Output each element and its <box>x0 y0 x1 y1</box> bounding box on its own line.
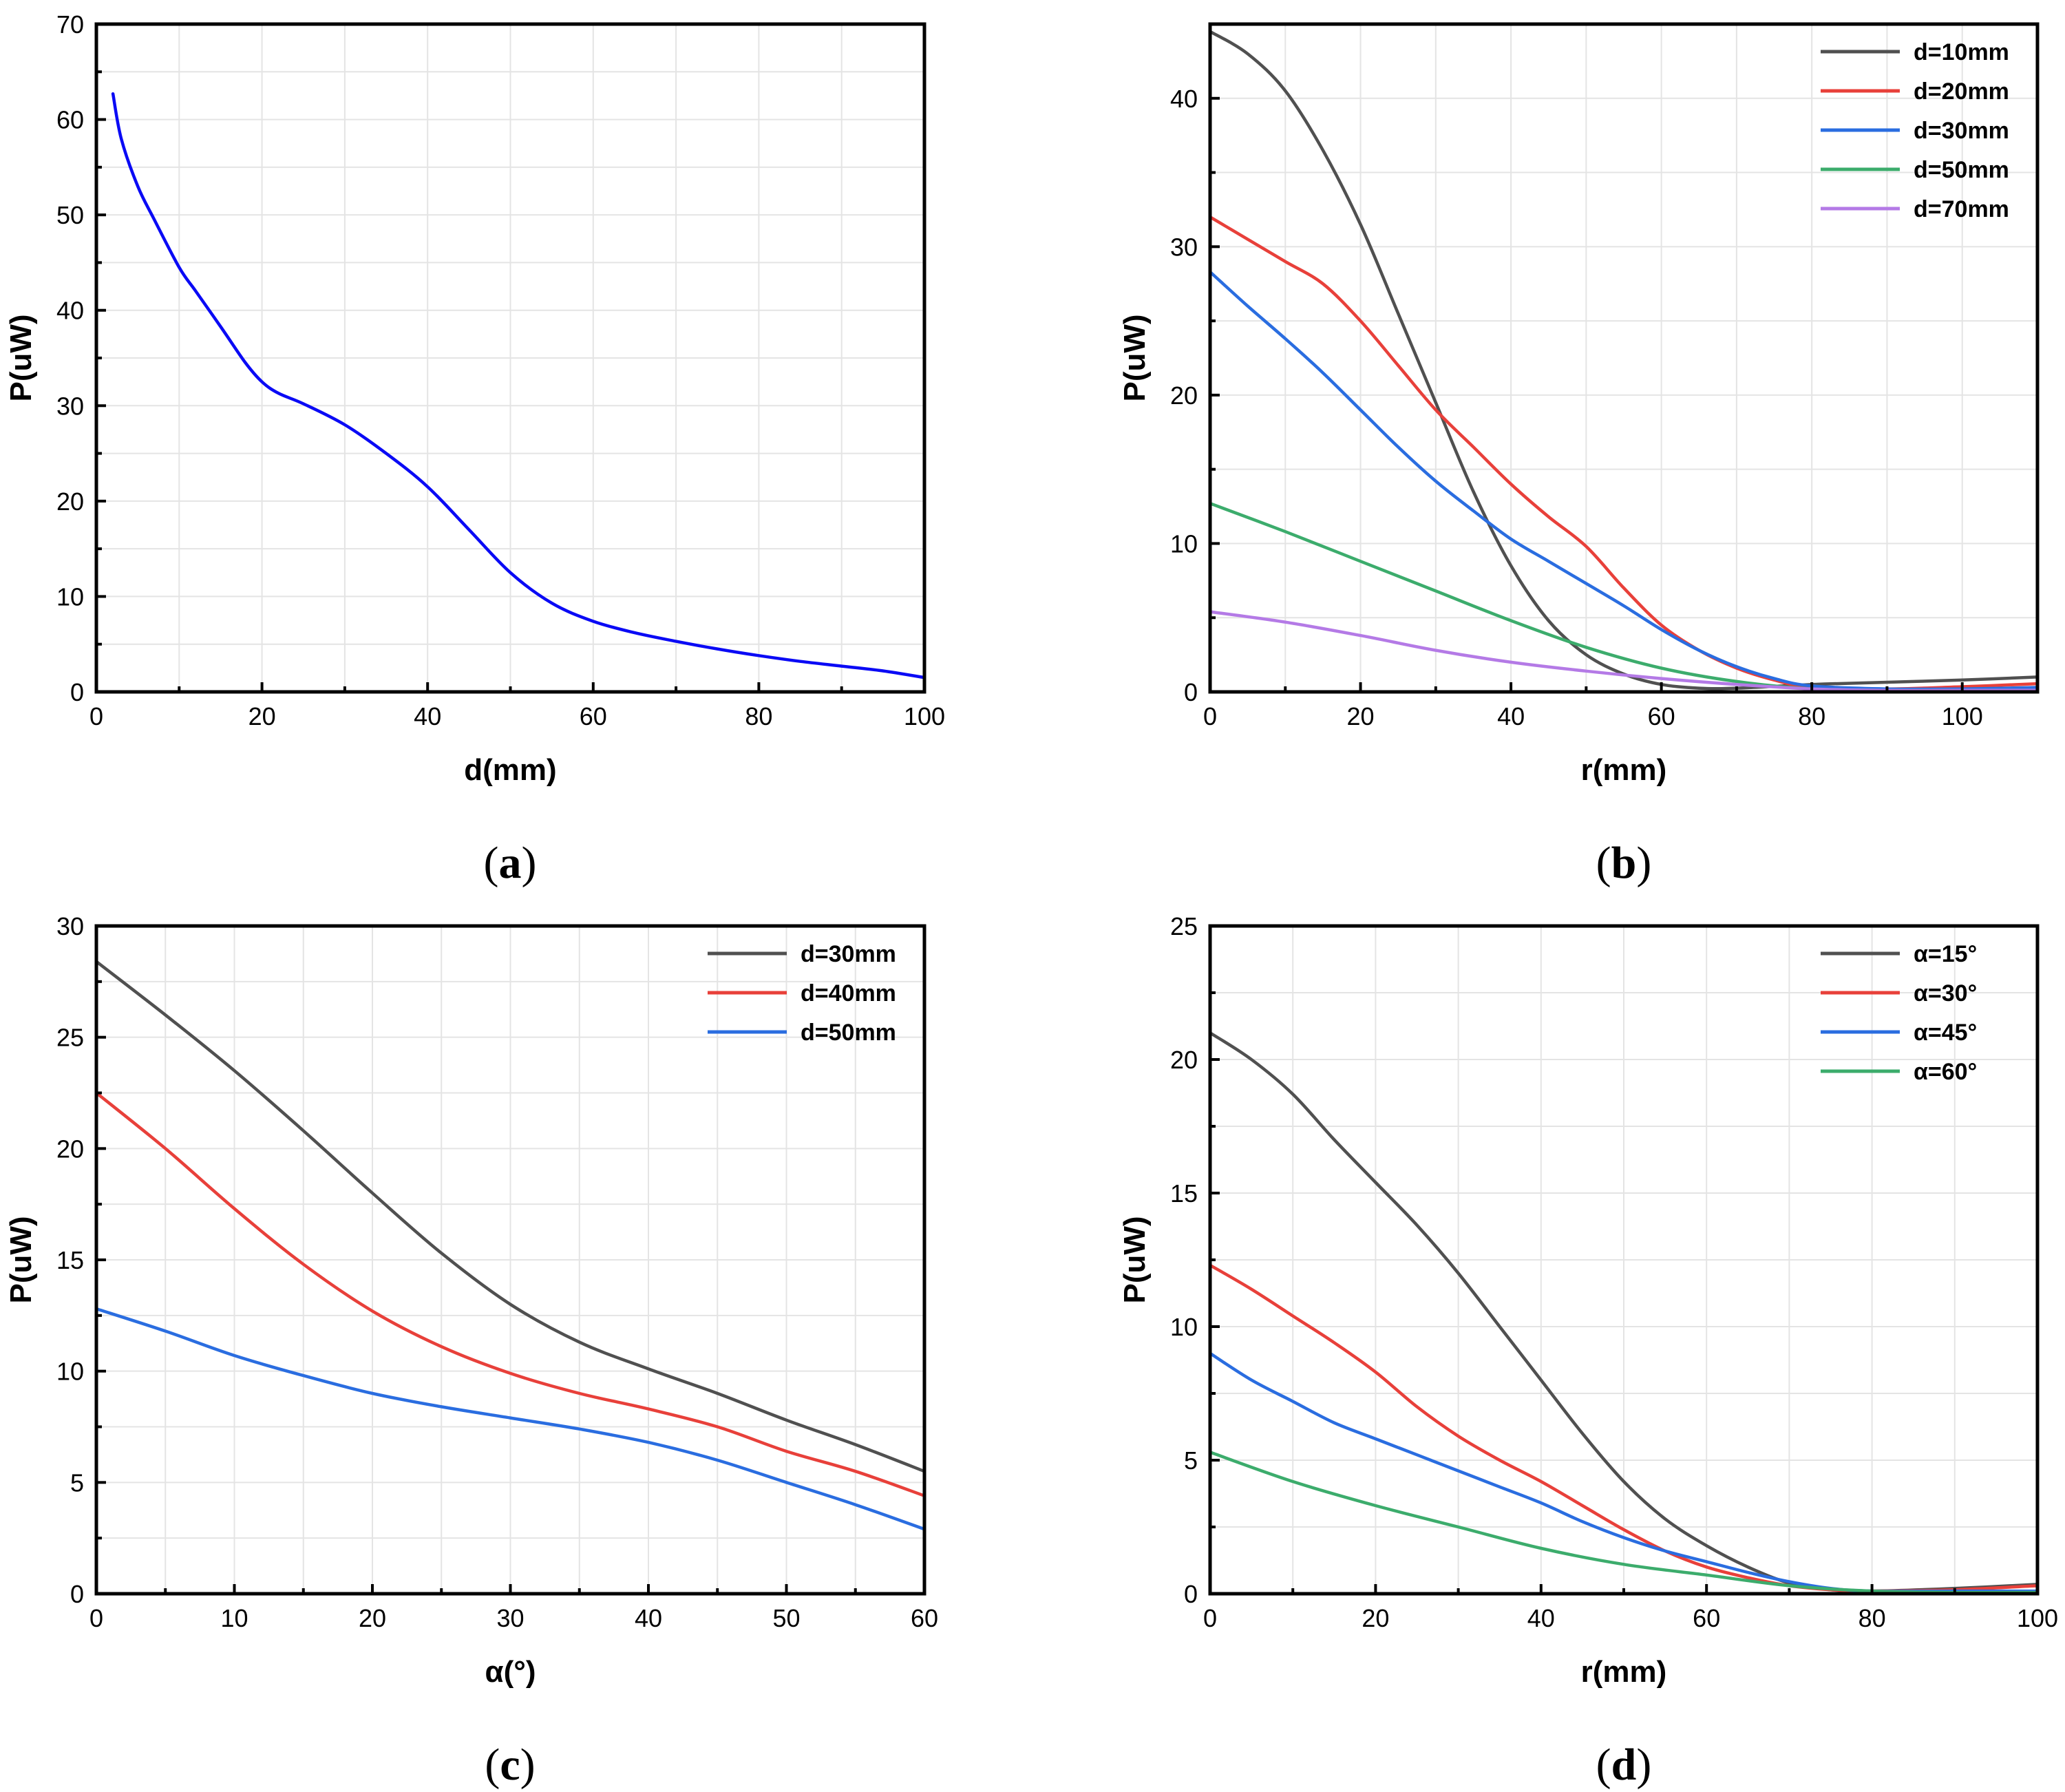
panel-c: 0 10 20 30 40 50 60 0 5 10 15 20 25 30 α(°) P(uW) d=30mm… <box>4 912 938 1790</box>
legend-label: d=40mm <box>801 980 896 1006</box>
series-line-c-2 <box>94 1307 926 1531</box>
x-tick-label: 40 <box>635 1604 662 1632</box>
legend-label: d=20mm <box>1914 78 2009 105</box>
legend-label: d=30mm <box>1914 118 2009 144</box>
x-tick-label: 60 <box>911 1604 938 1632</box>
y-axis-label: P(uW) <box>1118 1216 1152 1303</box>
x-tick-label: 60 <box>580 702 607 730</box>
y-tick-label: 10 <box>1170 529 1198 558</box>
x-tick-label: 10 <box>220 1604 248 1632</box>
y-tick-label: 30 <box>56 392 84 420</box>
series-line-b-2 <box>1208 270 2040 691</box>
y-tick-label: 25 <box>1170 912 1198 940</box>
x-tick-label: 0 <box>1203 1604 1217 1632</box>
y-tick-label: 15 <box>56 1246 84 1274</box>
panel-d: 0 20 40 60 80 100 0 5 10 15 20 25 r(mm) P(uW) α=15° α=3… <box>1118 912 2058 1790</box>
y-tick-label: 5 <box>70 1468 84 1497</box>
legend-label: d=50mm <box>801 1020 896 1046</box>
legend-label: d=70mm <box>1914 196 2009 222</box>
legend-label: α=45° <box>1914 1020 1977 1046</box>
y-tick-label: 0 <box>70 1580 84 1608</box>
x-tick-label: 30 <box>496 1604 524 1632</box>
x-axis-label: r(mm) <box>1581 1655 1667 1689</box>
x-tick-label: 80 <box>745 702 772 730</box>
legend-label: α=15° <box>1914 941 1977 967</box>
panel-a: 0 20 40 60 80 100 0 10 20 30 40 50 60 70 d(mm) P(uW) (a) <box>4 10 945 888</box>
y-tick-label: 50 <box>56 201 84 229</box>
panel-b: 0 20 40 60 80 100 0 10 20 30 40 r(mm) P(uW) d=10mm d=2… <box>1118 22 2040 888</box>
y-axis-label: P(uW) <box>4 1216 38 1303</box>
x-tick-label: 20 <box>248 702 276 730</box>
y-tick-label: 10 <box>1170 1313 1198 1341</box>
legend-label: α=60° <box>1914 1059 1977 1085</box>
y-tick-label: 30 <box>56 912 84 940</box>
series-line-d-3 <box>1208 1451 2040 1594</box>
y-tick-label: 10 <box>56 582 84 611</box>
y-tick-label: 20 <box>56 487 84 516</box>
x-tick-label: 100 <box>1942 702 1983 730</box>
legend-label: d=30mm <box>801 941 896 967</box>
x-tick-label: 20 <box>359 1604 386 1632</box>
plot-frame <box>1208 22 2040 694</box>
y-tick-label: 5 <box>1184 1446 1198 1475</box>
y-tick-label: 40 <box>1170 85 1198 113</box>
y-axis-label: P(uW) <box>1118 314 1152 401</box>
y-axis-label: P(uW) <box>4 314 38 401</box>
y-tick-label: 20 <box>1170 1046 1198 1074</box>
panel-caption: (a) <box>484 838 537 888</box>
y-tick-label: 0 <box>70 678 84 706</box>
legend: α=15° α=30° α=45° α=60° <box>1821 941 1977 1085</box>
x-tick-label: 50 <box>772 1604 800 1632</box>
x-tick-label: 40 <box>1527 1604 1555 1632</box>
panel-caption: (d) <box>1596 1740 1652 1790</box>
series-line-a-0 <box>111 92 926 679</box>
x-tick-label: 20 <box>1347 702 1375 730</box>
x-tick-label: 60 <box>1648 702 1675 730</box>
legend: d=30mm d=40mm d=50mm <box>708 941 896 1046</box>
legend: d=10mm d=20mm d=30mm d=50mm d=70mm <box>1821 39 2009 222</box>
x-axis-label: α(°) <box>485 1655 536 1689</box>
legend-label: d=10mm <box>1914 39 2009 65</box>
y-tick-label: 20 <box>56 1135 84 1163</box>
y-tick-label: 40 <box>56 297 84 325</box>
series-line-b-0 <box>1208 30 2040 691</box>
y-tick-label: 70 <box>56 10 84 39</box>
x-axis-label: r(mm) <box>1581 753 1667 787</box>
legend-label: α=30° <box>1914 980 1977 1006</box>
series-line-c-1 <box>94 1091 926 1497</box>
y-tick-label: 0 <box>1184 1580 1198 1608</box>
x-tick-label: 80 <box>1798 702 1825 730</box>
x-tick-label: 100 <box>2017 1604 2058 1632</box>
x-tick-label: 0 <box>89 702 103 730</box>
y-tick-label: 30 <box>1170 233 1198 261</box>
legend-label: d=50mm <box>1914 157 2009 183</box>
y-tick-label: 0 <box>1184 678 1198 706</box>
series-line-b-4 <box>1208 610 2040 693</box>
panel-caption: (c) <box>485 1740 535 1790</box>
series-line-c-0 <box>94 960 926 1473</box>
x-tick-label: 40 <box>1497 702 1525 730</box>
y-tick-label: 15 <box>1170 1179 1198 1208</box>
x-axis-label: d(mm) <box>464 753 556 787</box>
y-tick-label: 20 <box>1170 381 1198 410</box>
x-tick-label: 80 <box>1858 1604 1886 1632</box>
y-tick-label: 10 <box>56 1358 84 1386</box>
x-tick-label: 40 <box>414 702 441 730</box>
y-tick-label: 25 <box>56 1024 84 1052</box>
y-tick-label: 60 <box>56 106 84 134</box>
panel-caption: (b) <box>1596 838 1652 888</box>
x-tick-label: 60 <box>1693 1604 1720 1632</box>
x-tick-label: 20 <box>1362 1604 1389 1632</box>
x-tick-label: 0 <box>89 1604 103 1632</box>
x-tick-label: 100 <box>904 702 945 730</box>
series-line-b-3 <box>1208 501 2040 693</box>
x-tick-label: 0 <box>1203 702 1217 730</box>
